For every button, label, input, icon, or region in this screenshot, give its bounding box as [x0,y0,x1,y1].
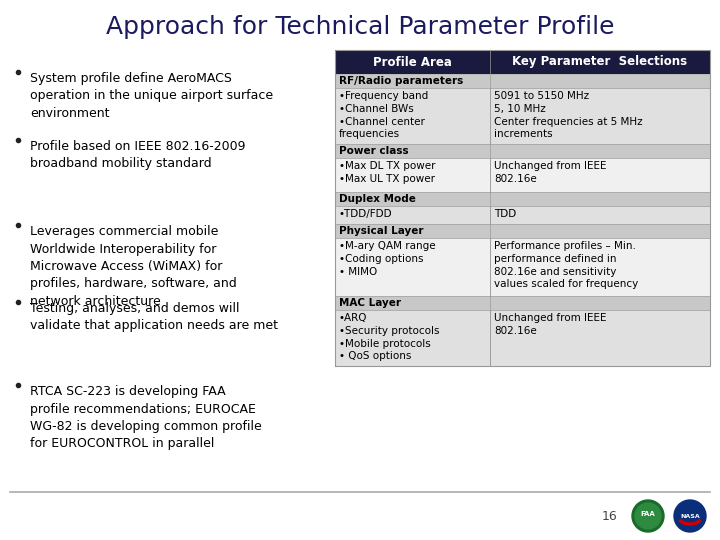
Text: Profile based on IEEE 802.16-2009
broadband mobility standard: Profile based on IEEE 802.16-2009 broadb… [30,140,246,171]
Bar [335,74,710,88]
Text: NASA: NASA [680,514,700,518]
Text: 5091 to 5150 MHz
5, 10 MHz
Center frequencies at 5 MHz
increments: 5091 to 5150 MHz 5, 10 MHz Center freque… [494,91,643,139]
Bar [335,144,710,158]
Text: Power class: Power class [339,146,409,156]
Text: 16: 16 [602,510,618,523]
Text: •Frequency band
•Channel BWs
•Channel center
frequencies: •Frequency band •Channel BWs •Channel ce… [339,91,428,139]
Bar [335,296,710,310]
Text: Duplex Mode: Duplex Mode [339,194,416,204]
Bar [490,238,710,296]
Bar [335,310,490,366]
Text: MAC Layer: MAC Layer [339,298,401,308]
Text: Performance profiles – Min.
performance defined in
802.16e and sensitivity
value: Performance profiles – Min. performance … [494,241,638,289]
Text: Unchanged from IEEE
802.16e: Unchanged from IEEE 802.16e [494,313,606,336]
Text: RF/Radio parameters: RF/Radio parameters [339,76,463,86]
Text: •M-ary QAM range
•Coding options
• MIMO: •M-ary QAM range •Coding options • MIMO [339,241,436,276]
Text: Unchanged from IEEE
802.16e: Unchanged from IEEE 802.16e [494,161,606,184]
Bar [335,50,710,366]
Circle shape [635,503,661,529]
Bar [335,158,490,192]
Text: Approach for Technical Parameter Profile: Approach for Technical Parameter Profile [106,15,614,39]
Bar [490,158,710,192]
Text: RTCA SC-223 is developing FAA
profile recommendations; EUROCAE
WG-82 is developi: RTCA SC-223 is developing FAA profile re… [30,385,262,450]
Bar [335,192,710,206]
Bar [490,310,710,366]
Text: Profile Area: Profile Area [372,56,451,69]
Bar [490,88,710,144]
Bar [335,224,710,238]
Text: Leverages commercial mobile
Worldwide Interoperability for
Microwave Access (WiM: Leverages commercial mobile Worldwide In… [30,225,237,308]
Text: Testing, analyses, and demos will
validate that application needs are met: Testing, analyses, and demos will valida… [30,302,278,333]
Bar [335,50,710,74]
Text: FAA: FAA [641,511,655,517]
Text: •Max DL TX power
•Max UL TX power: •Max DL TX power •Max UL TX power [339,161,436,184]
Circle shape [674,500,706,532]
Text: System profile define AeroMACS
operation in the unique airport surface
environme: System profile define AeroMACS operation… [30,72,273,120]
Circle shape [632,500,664,532]
Text: •TDD/FDD: •TDD/FDD [339,209,392,219]
Text: Physical Layer: Physical Layer [339,226,423,236]
Text: •ARQ
•Security protocols
•Mobile protocols
• QoS options: •ARQ •Security protocols •Mobile protoco… [339,313,439,361]
Text: TDD: TDD [494,209,516,219]
Text: Key Parameter  Selections: Key Parameter Selections [513,56,688,69]
Bar [490,206,710,224]
Bar [335,238,490,296]
Bar [335,206,490,224]
Bar [335,88,490,144]
